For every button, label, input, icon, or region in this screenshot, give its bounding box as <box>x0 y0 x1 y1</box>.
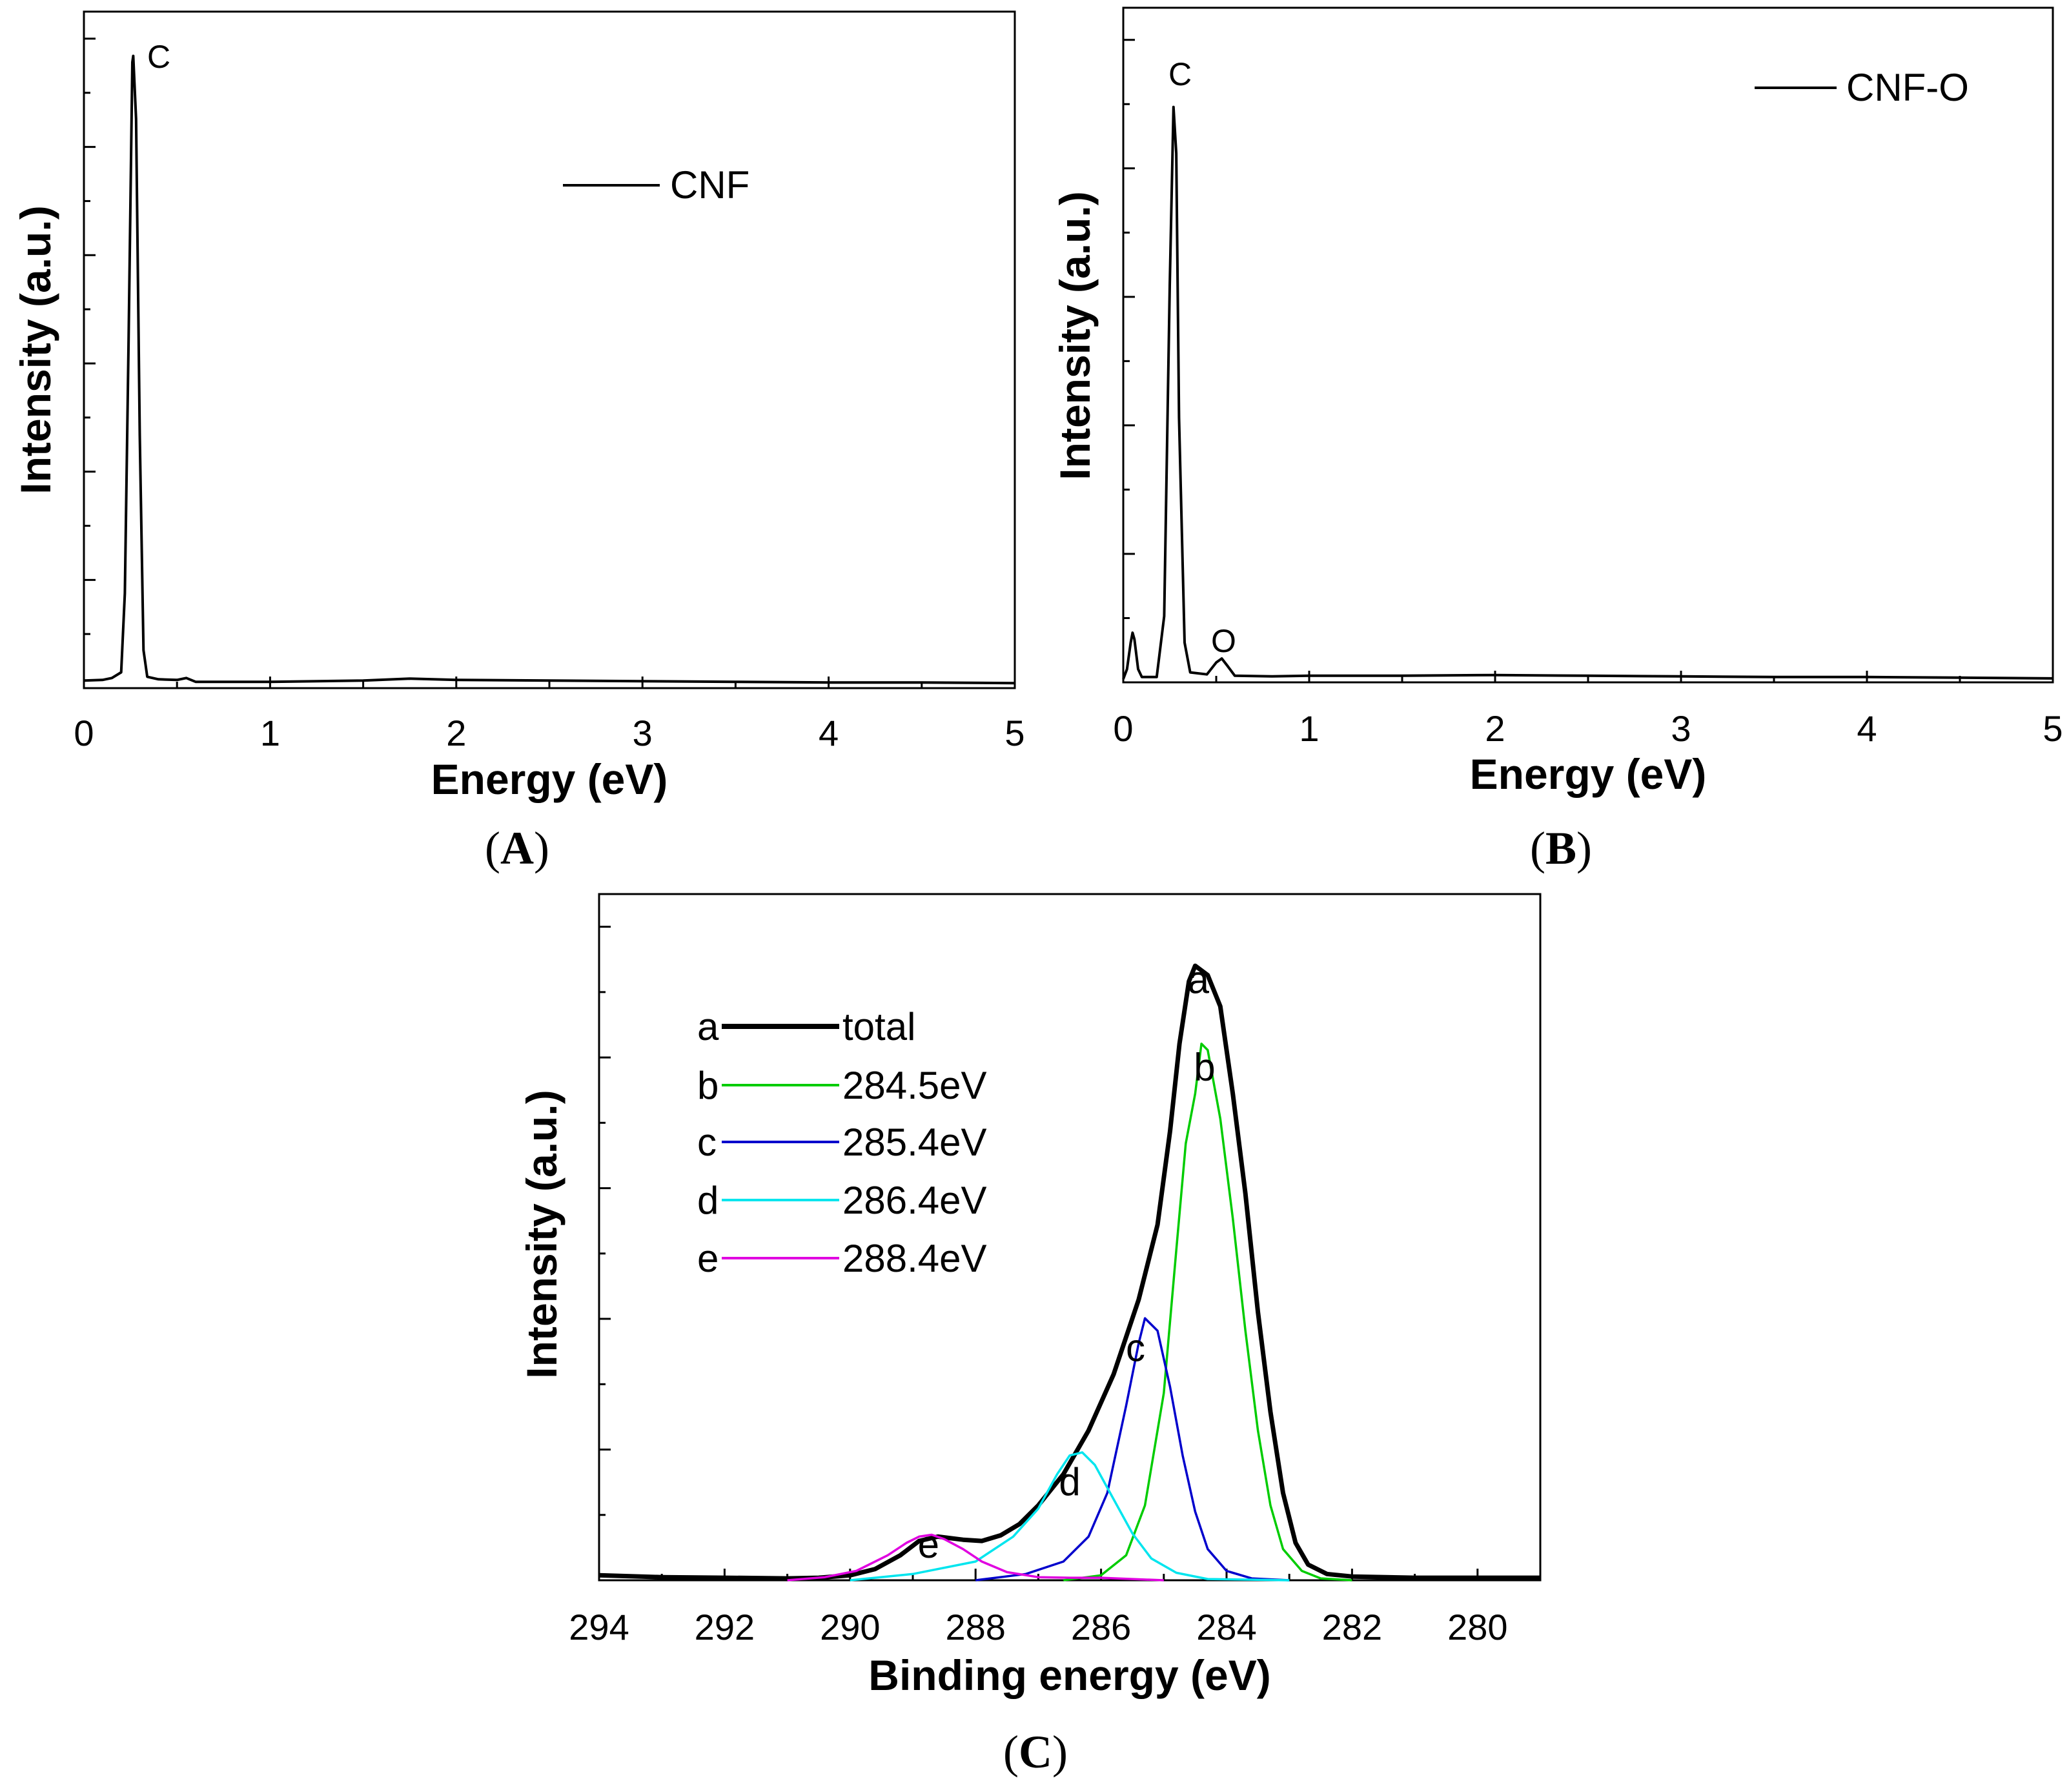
x-tick-label: 2 <box>1485 708 1505 749</box>
series-line-284-5ev <box>1063 1043 1352 1582</box>
panel-b-series <box>1122 105 2054 680</box>
panel-b-caption: (B) <box>1530 822 1592 874</box>
x-tick-label: 5 <box>1004 713 1024 753</box>
x-tick-label: 0 <box>74 713 94 753</box>
x-tick-label: 0 <box>1113 708 1133 749</box>
panel-c-legend: a total b 284.5eV c 285.4eV d 286.4eV e … <box>697 1005 987 1280</box>
curve-label-c: c <box>1126 1326 1145 1369</box>
legend-label-cnf-o: CNF-O <box>1846 66 1969 109</box>
panel-a-caption: (A) <box>485 822 549 874</box>
panel-a-chart: 0 1 2 3 4 5 CNF C Energy (eV) Intensity (a.u.… <box>12 10 1025 874</box>
x-tick-label: 288 <box>945 1607 1005 1647</box>
panel-b-ticks: 0 1 2 3 4 5 <box>1113 39 2063 749</box>
x-tick-label: 5 <box>2043 708 2063 749</box>
legend-letter-d: d <box>697 1179 719 1222</box>
curve-label-b: b <box>1194 1046 1215 1089</box>
panel-c-ticks: 294 292 290 288 286 284 282 280 <box>569 926 1542 1647</box>
x-tick-label: 290 <box>820 1607 880 1647</box>
panel-b-x-axis-title: Energy (eV) <box>1470 750 1707 798</box>
legend-label-cnf: CNF <box>670 163 749 207</box>
legend-label-total: total <box>842 1005 915 1048</box>
x-tick-label: 294 <box>569 1607 629 1647</box>
legend-letter-e: e <box>697 1237 719 1280</box>
legend-label-284-5: 284.5eV <box>842 1064 987 1107</box>
x-tick-label: 3 <box>1671 708 1691 749</box>
curve-label-a: a <box>1188 958 1210 1001</box>
x-tick-label: 284 <box>1196 1607 1256 1647</box>
series-line-total <box>598 963 1540 1581</box>
x-tick-label: 280 <box>1447 1607 1507 1647</box>
x-tick-label: 1 <box>260 713 280 753</box>
panel-c-caption: (C) <box>1003 1726 1068 1778</box>
x-tick-label: 292 <box>695 1607 755 1647</box>
panel-a-plot-frame <box>83 10 1016 689</box>
legend-letter-c: c <box>697 1121 717 1164</box>
legend-letter-b: b <box>697 1064 719 1107</box>
panel-b-legend: CNF-O <box>1755 66 1969 109</box>
panel-a-ticks: 0 1 2 3 4 5 <box>74 37 1025 753</box>
panel-c-annotations: a b c d e <box>918 958 1216 1566</box>
panel-c-chart: 294 292 290 288 286 284 282 280 a total b 284.5… <box>518 893 1542 1778</box>
panel-b-chart: 0 1 2 3 4 5 CNF-O C O Energy (eV) Intensity (… <box>1051 6 2063 874</box>
panel-a-y-axis-title: Intensity (a.u.) <box>12 205 59 494</box>
panel-c-y-axis-title: Intensity (a.u.) <box>518 1090 566 1378</box>
legend-letter-a: a <box>697 1005 719 1048</box>
curve-label-e: e <box>918 1523 939 1566</box>
legend-label-286-4: 286.4eV <box>842 1179 987 1222</box>
x-tick-label: 4 <box>819 713 839 753</box>
series-line-285-4ev <box>975 1317 1290 1582</box>
legend-label-285-4: 285.4eV <box>842 1121 987 1164</box>
panel-c-series <box>598 963 1540 1582</box>
legend-label-288-4: 288.4eV <box>842 1237 987 1280</box>
curve-label-d: d <box>1059 1460 1080 1503</box>
series-line-288-4ev <box>787 1533 1164 1582</box>
series-line-cnf-o <box>1122 105 2054 680</box>
panel-a-series <box>83 54 1015 685</box>
x-tick-label: 286 <box>1071 1607 1131 1647</box>
panel-a-x-axis-title: Energy (eV) <box>431 755 668 803</box>
panel-c-x-axis-title: Binding energy (eV) <box>868 1651 1270 1699</box>
series-line-286-4ev <box>850 1451 1290 1582</box>
x-tick-label: 4 <box>1857 708 1877 749</box>
annotation-c-peak: C <box>147 39 170 75</box>
x-tick-label: 2 <box>446 713 466 753</box>
panel-b-y-axis-title: Intensity (a.u.) <box>1051 191 1099 480</box>
x-tick-label: 3 <box>633 713 653 753</box>
panel-a-legend: CNF <box>563 163 749 207</box>
x-tick-label: 1 <box>1299 708 1319 749</box>
annotation-c-peak: C <box>1168 56 1192 92</box>
x-tick-label: 282 <box>1322 1607 1382 1647</box>
series-line-cnf <box>83 54 1015 685</box>
annotation-o-peak: O <box>1211 623 1236 659</box>
